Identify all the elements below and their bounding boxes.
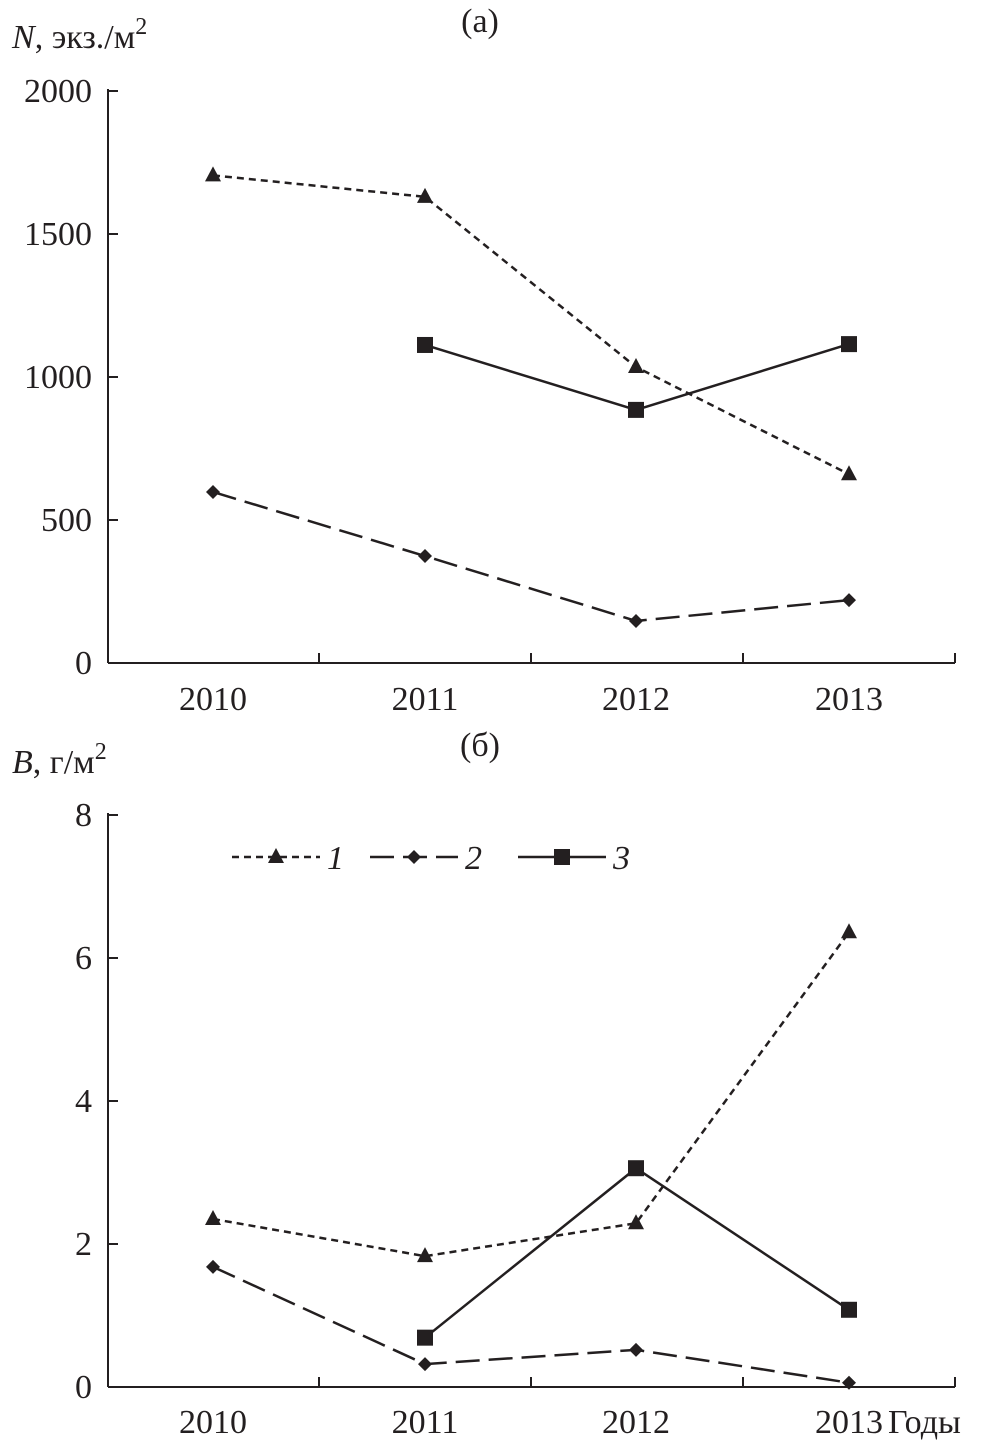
y-tick-label: 4 bbox=[75, 1083, 92, 1120]
legend-marker-triangle bbox=[268, 848, 284, 863]
series-2 bbox=[206, 1259, 856, 1390]
series-3 bbox=[417, 1160, 857, 1346]
x-tick-label: 2011 bbox=[392, 681, 459, 718]
legend-label: 1 bbox=[327, 840, 344, 877]
x-tick-label: 2013 bbox=[815, 1404, 883, 1441]
x-tick-label: 2013 bbox=[815, 681, 883, 718]
y-tick-label: 1000 bbox=[24, 359, 92, 396]
series-line bbox=[212, 174, 850, 476]
data-point-square bbox=[841, 336, 857, 353]
legend-label: 2 bbox=[465, 840, 482, 877]
data-point-triangle bbox=[417, 187, 433, 203]
panel-0 bbox=[107, 89, 956, 664]
y-axis-label: N, экз./м2 bbox=[11, 14, 147, 56]
data-point-diamond bbox=[842, 593, 856, 608]
data-point-diamond bbox=[629, 613, 643, 628]
series-3 bbox=[417, 336, 857, 418]
data-point-square bbox=[628, 1160, 644, 1177]
legend-label: 3 bbox=[612, 840, 630, 877]
data-point-triangle bbox=[417, 1247, 433, 1263]
x-tick-label: 2012 bbox=[602, 1404, 670, 1441]
data-point-diamond bbox=[206, 484, 220, 499]
data-point-square bbox=[417, 336, 433, 353]
data-point-triangle bbox=[628, 357, 644, 373]
data-point-triangle bbox=[628, 1214, 644, 1230]
y-tick-label: 2000 bbox=[24, 73, 92, 110]
y-tick-label: 1500 bbox=[24, 216, 92, 253]
data-point-square bbox=[841, 1301, 857, 1318]
series-1 bbox=[205, 923, 857, 1263]
series-line bbox=[212, 490, 850, 623]
x-tick-label: 2010 bbox=[179, 1404, 247, 1441]
x-tick-label: 2011 bbox=[392, 1404, 459, 1441]
panel-1 bbox=[107, 813, 956, 1390]
y-tick-label: 500 bbox=[41, 502, 92, 539]
data-point-triangle bbox=[205, 1209, 221, 1225]
y-tick-label: 0 bbox=[75, 1369, 92, 1406]
legend-marker-square bbox=[554, 849, 570, 865]
series-line bbox=[212, 1265, 850, 1384]
data-point-diamond bbox=[842, 1375, 856, 1390]
x-axis-label: Годы bbox=[888, 1404, 961, 1441]
data-point-triangle bbox=[841, 923, 857, 939]
chart-title: (а) bbox=[461, 3, 499, 40]
y-tick-label: 2 bbox=[75, 1226, 92, 1263]
data-point-diamond bbox=[629, 1342, 643, 1357]
data-point-square bbox=[417, 1329, 433, 1346]
data-point-square bbox=[628, 401, 644, 418]
x-tick-label: 2010 bbox=[179, 681, 247, 718]
y-axis-label: B, г/м2 bbox=[12, 739, 107, 781]
data-point-diamond bbox=[418, 549, 432, 564]
legend bbox=[232, 848, 606, 865]
data-point-diamond bbox=[206, 1259, 220, 1274]
series-line bbox=[424, 1166, 850, 1339]
series-1 bbox=[205, 166, 857, 481]
data-point-diamond bbox=[418, 1357, 432, 1372]
series-line bbox=[424, 342, 850, 412]
series-2 bbox=[206, 484, 856, 628]
x-tick-label: 2012 bbox=[602, 681, 670, 718]
y-tick-label: 6 bbox=[75, 940, 92, 977]
chart-title: (б) bbox=[460, 727, 500, 764]
y-tick-label: 8 bbox=[75, 797, 92, 834]
data-point-triangle bbox=[205, 166, 221, 182]
y-tick-label: 0 bbox=[75, 645, 92, 682]
legend-marker-diamond bbox=[407, 850, 421, 864]
series-line bbox=[212, 931, 851, 1258]
data-point-triangle bbox=[841, 465, 857, 481]
